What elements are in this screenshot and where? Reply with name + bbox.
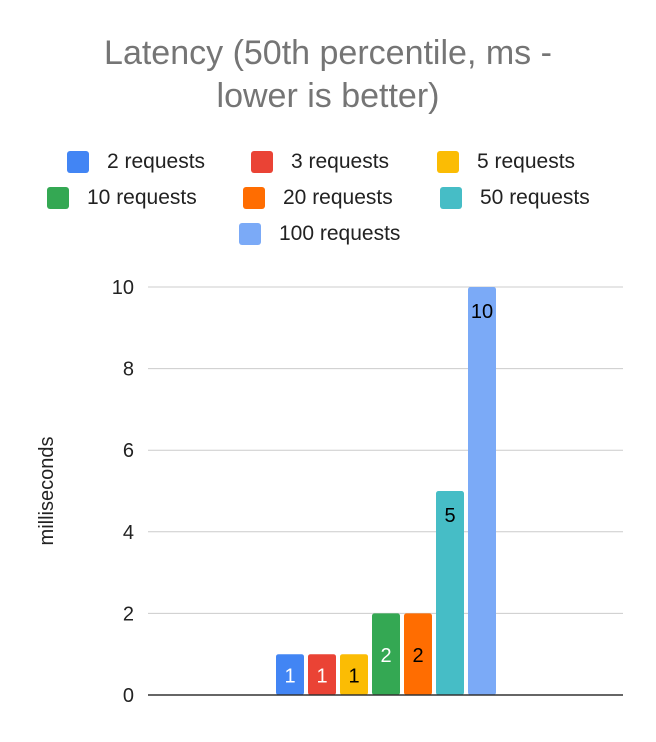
bar-50-requests [436,491,464,695]
y-tick-label: 0 [123,685,134,707]
y-tick-label: 6 [123,440,134,462]
legend-item-2-requests[interactable]: 2 requests [67,148,205,176]
bar-100-requests [468,287,496,695]
legend-swatch [67,151,89,173]
legend-item-10-requests[interactable]: 10 requests [47,184,197,212]
data-label-5-requests: 1 [348,666,359,688]
data-label-3-requests: 1 [316,666,327,688]
legend: 2 requests 3 requests 5 requests 10 request… [0,148,656,252]
bar-3-requests [308,654,336,695]
bar-10-requests [372,613,400,695]
chart-title-line-1: Latency (50th percentile, ms - [104,34,552,72]
y-tick-label: 4 [123,522,134,544]
legend-label: 2 requests [107,150,206,173]
data-label-100-requests: 10 [471,301,493,323]
legend-label: 50 requests [480,186,590,209]
chart-title: Latency (50th percentile, ms - lower is … [0,32,656,118]
legend-item-5-requests[interactable]: 5 requests [437,148,575,176]
data-label-10-requests: 2 [380,645,391,667]
legend-label: 20 requests [283,186,393,209]
bar-20-requests [404,613,432,695]
legend-swatch [251,151,273,173]
y-axis-ticks: 0 2 4 6 8 10 [112,277,134,707]
bars [276,287,496,695]
legend-swatch [239,223,261,245]
legend-item-3-requests[interactable]: 3 requests [251,148,389,176]
bar-2-requests [276,654,304,695]
data-label-50-requests: 5 [444,505,455,527]
data-label-2-requests: 1 [284,666,295,688]
legend-item-50-requests[interactable]: 50 requests [440,184,590,212]
legend-item-20-requests[interactable]: 20 requests [243,184,393,212]
y-tick-label: 2 [123,603,134,625]
chart-title-line-2: lower is better) [216,77,440,115]
legend-label: 10 requests [87,186,197,209]
legend-swatch [437,151,459,173]
legend-swatch [243,187,265,209]
legend-swatch [440,187,462,209]
legend-swatch [47,187,69,209]
gridlines [148,286,623,614]
data-label-20-requests: 2 [412,645,423,667]
legend-item-100-requests[interactable]: 100 requests [239,220,400,248]
bar-5-requests [340,654,368,695]
y-tick-label: 8 [123,359,134,381]
legend-label: 5 requests [477,150,576,173]
legend-label: 3 requests [291,150,390,173]
legend-label: 100 requests [279,222,401,245]
y-tick-label: 10 [112,277,134,299]
y-axis-label: milliseconds [36,437,58,546]
